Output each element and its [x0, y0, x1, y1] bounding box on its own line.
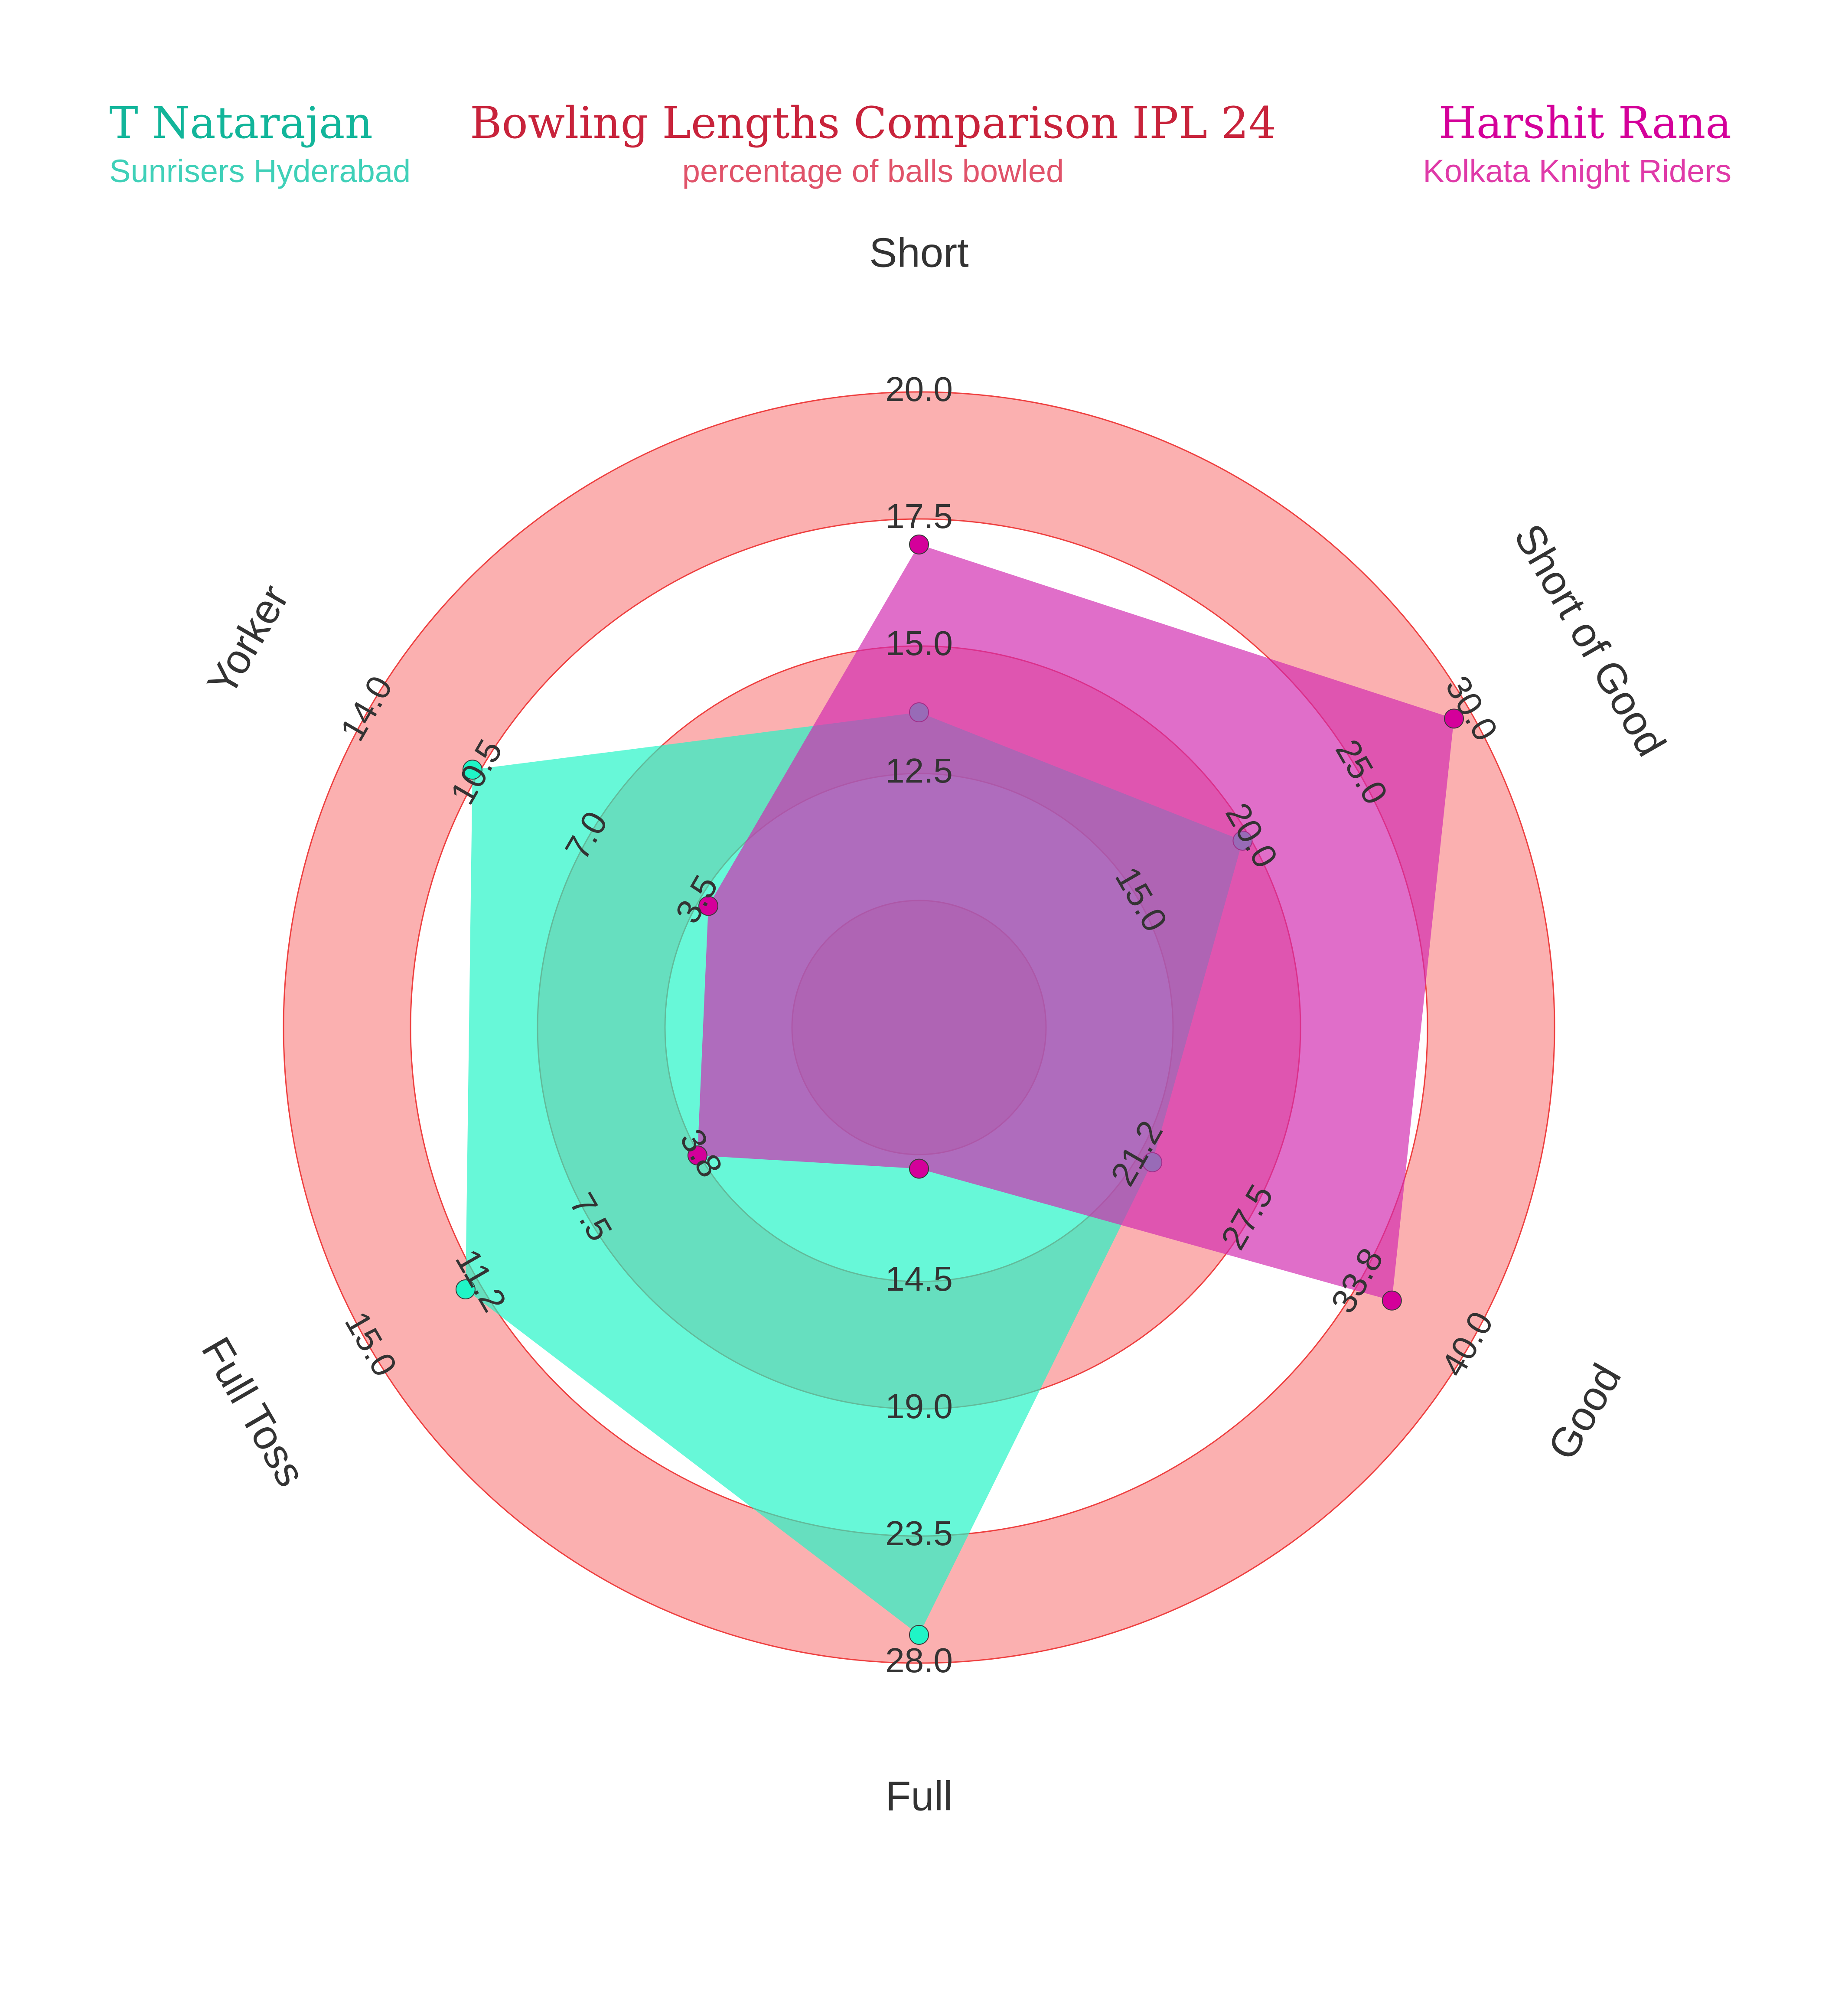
series-1-point-4	[687, 1145, 707, 1166]
chart-title: Bowling Lengths Comparison IPL 24	[470, 98, 1276, 148]
series-0-point-4	[455, 1279, 476, 1299]
tick-label: 28.0	[885, 1641, 953, 1680]
tick-label: 17.5	[885, 497, 953, 535]
right-player-team: Kolkata Knight Riders	[1423, 153, 1731, 189]
series-0-point-5	[462, 760, 482, 780]
axis-label: Good	[1539, 1356, 1630, 1468]
tick-label: 20.0	[885, 370, 953, 408]
series-1-point-1	[1444, 708, 1464, 729]
series-0-point-3	[909, 1625, 929, 1645]
tick-label: 19.0	[885, 1387, 953, 1426]
radar-series	[455, 534, 1464, 1645]
left-player-team: Sunrisers Hyderabad	[109, 153, 411, 189]
tick-label: 23.5	[885, 1514, 953, 1553]
chart-subtitle: percentage of balls bowled	[682, 153, 1064, 189]
series-1-point-5	[698, 896, 719, 916]
tick-label: 12.5	[885, 751, 953, 790]
series-1-point-2	[1382, 1290, 1402, 1311]
axis-label: Short	[869, 229, 968, 276]
tick-label: 15.0	[885, 624, 953, 662]
series-1-point-0	[909, 534, 929, 555]
axis-label: Yorker	[198, 577, 298, 703]
axis-label: Full Toss	[192, 1329, 314, 1494]
tick-label: 14.5	[885, 1259, 953, 1298]
left-player-name: T Natarajan	[109, 98, 373, 148]
axis-label: Short of Good	[1505, 516, 1675, 764]
series-area-1	[697, 544, 1454, 1301]
axis-label: Full	[886, 1773, 953, 1819]
right-player-name: Harshit Rana	[1438, 98, 1731, 148]
series-1-point-3	[909, 1158, 929, 1179]
